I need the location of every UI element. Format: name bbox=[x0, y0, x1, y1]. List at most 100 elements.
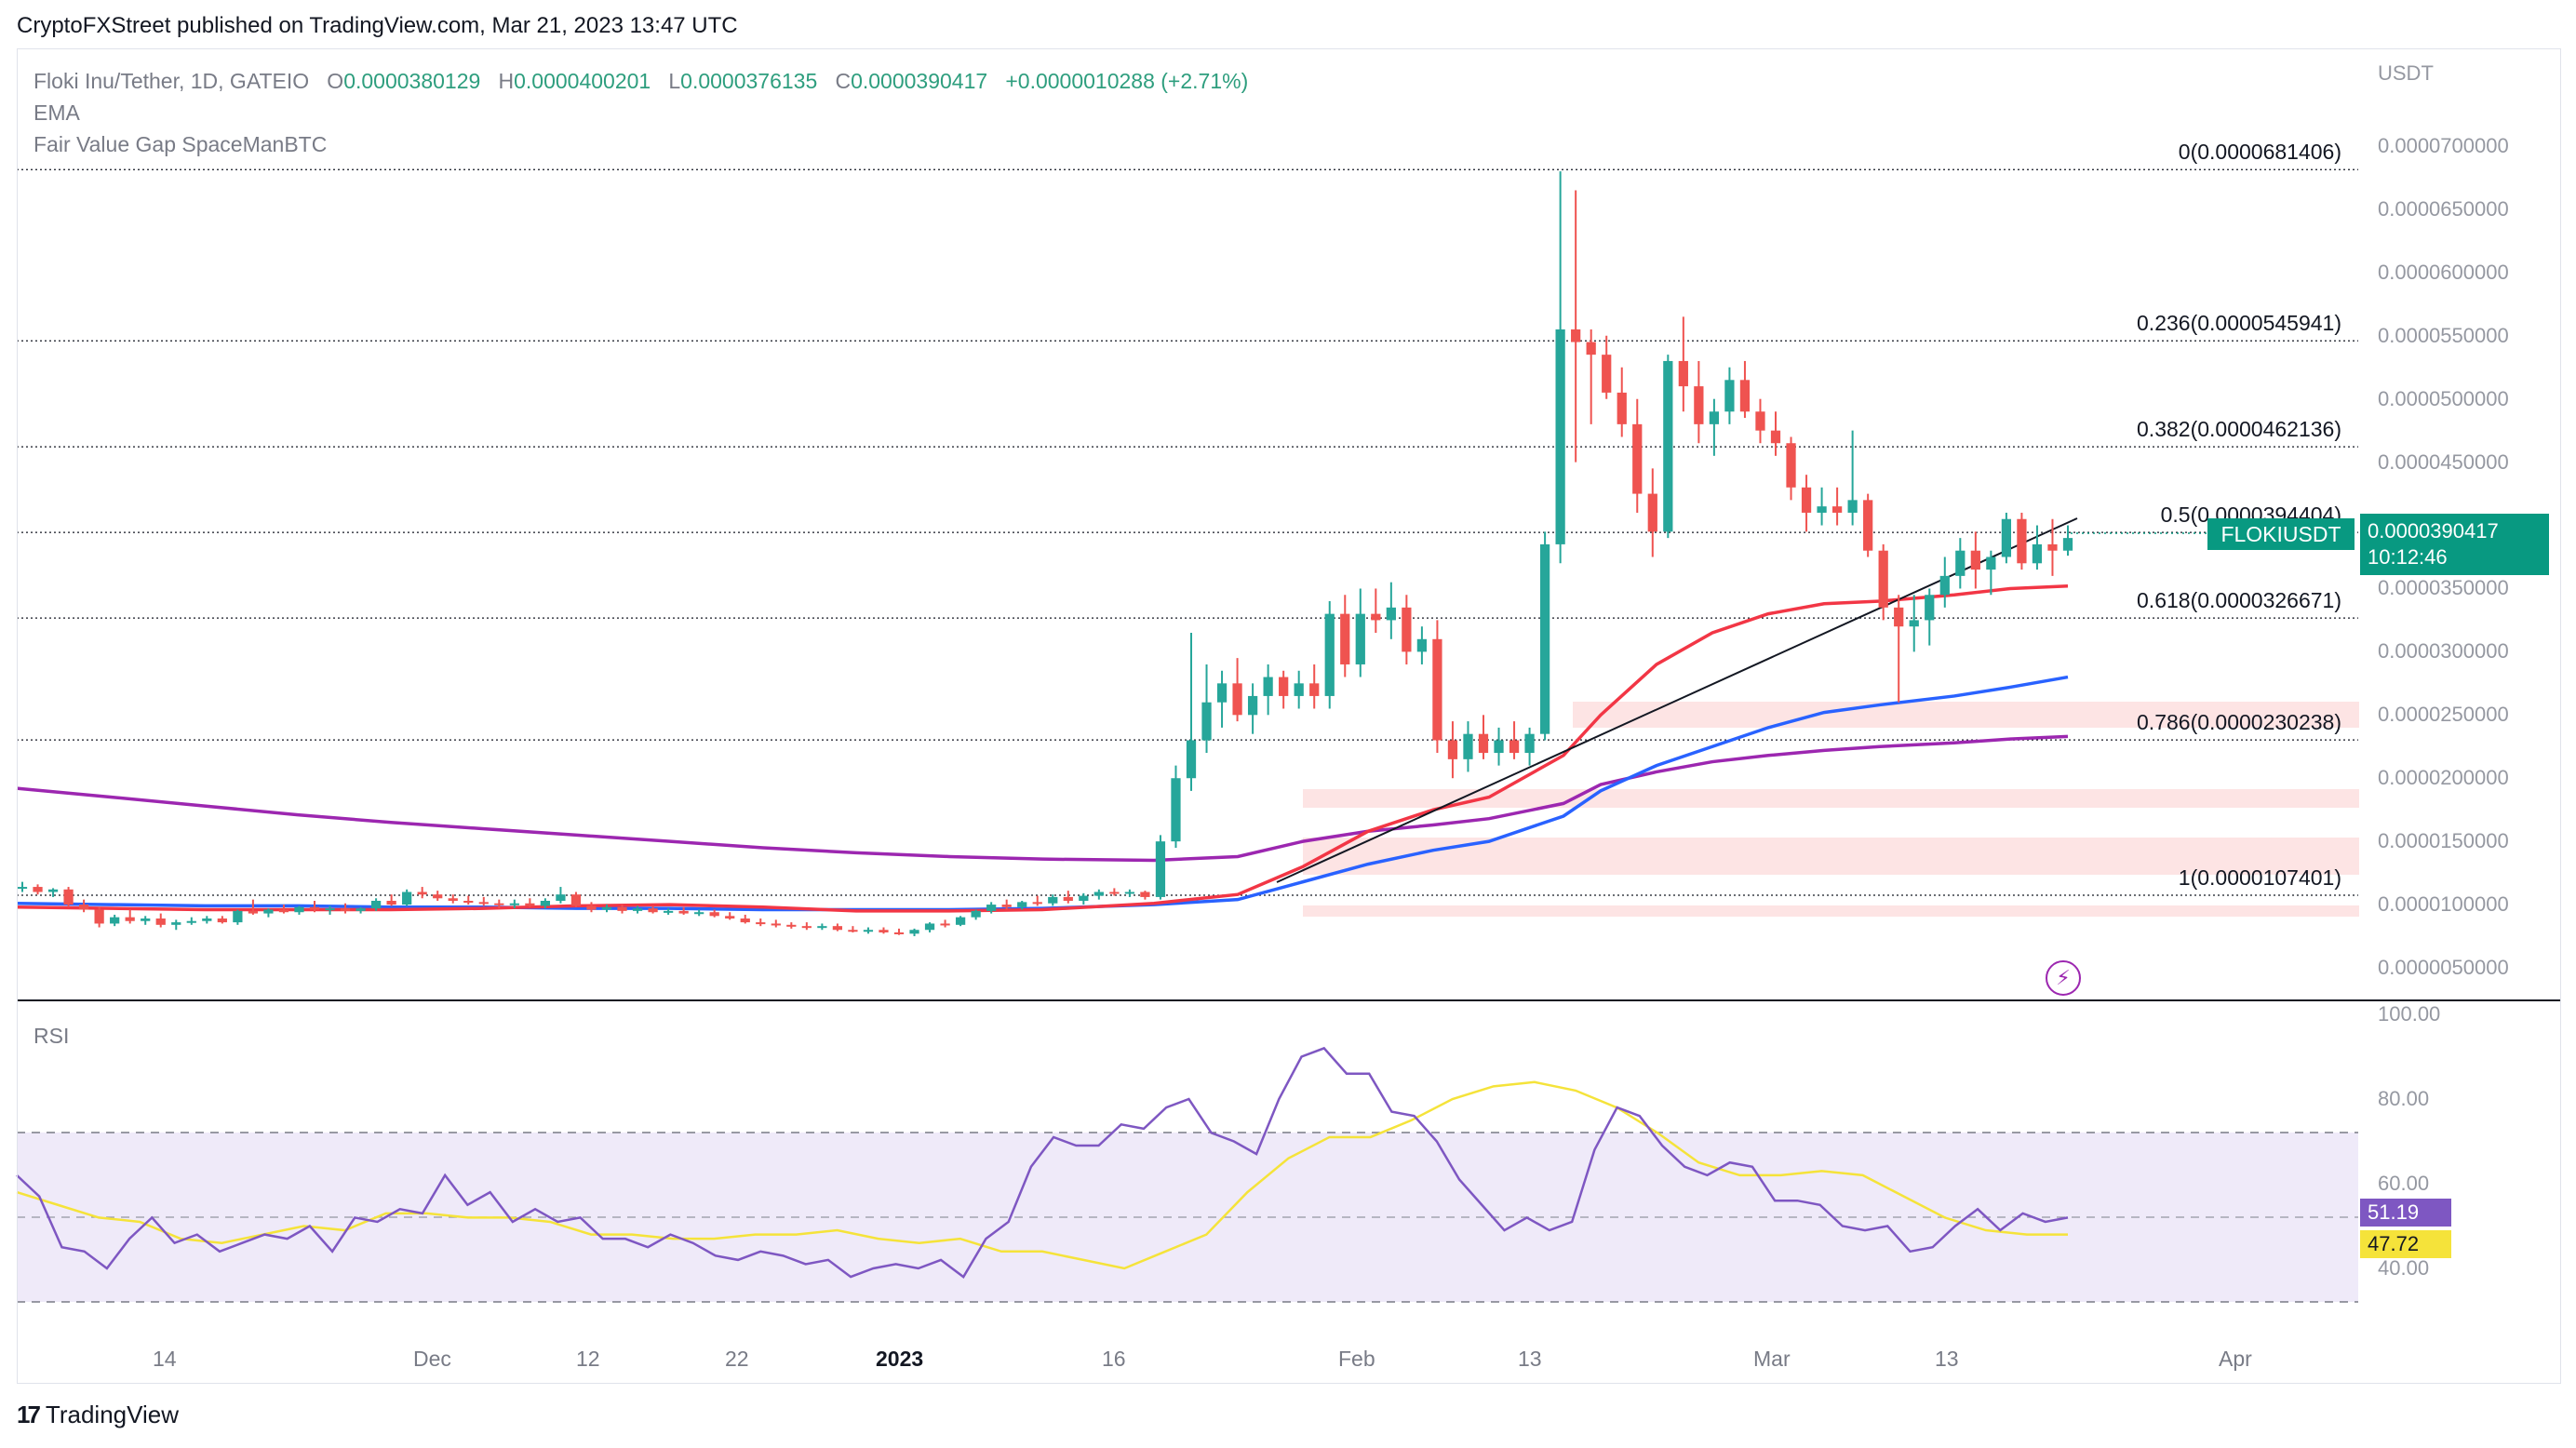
candle bbox=[1371, 588, 1381, 634]
candle-body bbox=[494, 903, 504, 905]
time-tick: 12 bbox=[576, 1347, 600, 1371]
candle-body bbox=[171, 922, 181, 925]
candle-body bbox=[678, 910, 689, 914]
candle-body bbox=[1340, 613, 1350, 664]
publisher-line: CryptoFXStreet published on TradingView.… bbox=[17, 13, 738, 38]
candle-body bbox=[1955, 550, 1966, 576]
candle bbox=[217, 916, 227, 924]
candle bbox=[2062, 525, 2073, 556]
candle bbox=[370, 898, 382, 911]
fib-level-label: 0.786(0.0000230238) bbox=[2137, 710, 2341, 735]
candle bbox=[756, 918, 766, 927]
candle-body bbox=[1647, 493, 1657, 532]
candle-body bbox=[2032, 543, 2043, 564]
candle-body bbox=[110, 917, 120, 924]
candle-body bbox=[1694, 386, 1704, 424]
candle bbox=[1647, 468, 1657, 557]
candle bbox=[1955, 538, 1966, 589]
rsi-pane-label[interactable]: RSI bbox=[34, 1024, 70, 1048]
close-key: C bbox=[835, 69, 852, 93]
candle bbox=[1878, 543, 1888, 621]
candle bbox=[1355, 588, 1365, 677]
candle bbox=[1001, 899, 1012, 910]
high-value: 0.0000400201 bbox=[514, 69, 651, 93]
symbol-title[interactable]: Floki Inu/Tether, 1D, GATEIO bbox=[34, 69, 310, 93]
candle bbox=[1279, 670, 1289, 709]
candle bbox=[1555, 171, 1565, 564]
candle bbox=[1294, 670, 1304, 709]
candle-body bbox=[2062, 538, 2073, 551]
candle bbox=[709, 909, 719, 918]
candle bbox=[570, 892, 582, 907]
candle bbox=[817, 923, 827, 931]
time-tick: Dec bbox=[413, 1347, 451, 1371]
candle bbox=[740, 914, 750, 924]
candle bbox=[2017, 512, 2027, 570]
rsi-line bbox=[16, 1046, 2069, 1279]
candlestick-series bbox=[17, 171, 2073, 937]
candle-body bbox=[848, 930, 858, 932]
price-tick: 0.0000550000 bbox=[2378, 323, 2509, 347]
candle-body bbox=[879, 930, 889, 932]
candle-body bbox=[1632, 423, 1643, 494]
candle-body bbox=[1247, 695, 1258, 716]
ema-red-line bbox=[16, 583, 2069, 913]
candle-body bbox=[1279, 677, 1289, 696]
price-tick: 0.0000650000 bbox=[2378, 196, 2509, 221]
candle bbox=[832, 923, 843, 932]
fib-level-label: 1(0.0000107401) bbox=[2178, 865, 2341, 891]
candle-body bbox=[1402, 607, 1412, 652]
time-tick: 2023 bbox=[876, 1347, 924, 1371]
candle bbox=[1309, 664, 1320, 709]
candle bbox=[1432, 620, 1442, 754]
price-tick: 0.0000450000 bbox=[2378, 449, 2509, 474]
candle bbox=[1232, 658, 1242, 722]
candle bbox=[1724, 367, 1735, 424]
candle bbox=[1663, 355, 1673, 539]
candle-body bbox=[1263, 677, 1273, 696]
candle-body bbox=[1201, 702, 1212, 741]
candle bbox=[1602, 335, 1612, 399]
candle bbox=[1494, 727, 1504, 766]
candle-body bbox=[586, 905, 597, 910]
candle bbox=[78, 899, 89, 913]
candle bbox=[417, 887, 427, 899]
candle bbox=[494, 899, 504, 909]
candle-body bbox=[294, 906, 304, 913]
candle-body bbox=[940, 923, 950, 926]
indicator-ema-label[interactable]: EMA bbox=[34, 101, 80, 125]
ohlc-legend: Floki Inu/Tether, 1D, GATEIO O0.00003801… bbox=[34, 69, 1248, 94]
candle-body bbox=[1294, 683, 1304, 696]
last-price-badge: 0.0000390417 10:12:46 bbox=[2360, 514, 2549, 575]
candle-body bbox=[1986, 556, 1996, 570]
price-tick: 0.0000600000 bbox=[2378, 260, 2509, 284]
rsi-ma-line bbox=[16, 1080, 2068, 1270]
candle bbox=[17, 881, 28, 892]
candle-body bbox=[1539, 543, 1550, 734]
candle bbox=[771, 919, 781, 928]
rsi-tick: 100.00 bbox=[2378, 1002, 2441, 1026]
lightning-icon[interactable]: ⚡ bbox=[2046, 960, 2081, 996]
candle-body bbox=[125, 917, 135, 921]
indicator-fvg-label[interactable]: Fair Value Gap SpaceManBTC bbox=[34, 132, 328, 156]
time-tick: 13 bbox=[1518, 1347, 1542, 1371]
candle-body bbox=[1140, 892, 1150, 897]
candle-body bbox=[2017, 518, 2027, 564]
candle bbox=[94, 906, 104, 928]
candle bbox=[1801, 475, 1812, 532]
high-key: H bbox=[498, 69, 515, 93]
fib-level-label: 0.236(0.0000545941) bbox=[2137, 311, 2341, 336]
symbol-badge: FLOKIUSDT bbox=[2207, 518, 2355, 550]
candle bbox=[1847, 430, 1858, 526]
candle-body bbox=[1878, 550, 1888, 608]
candle bbox=[478, 896, 489, 906]
candle bbox=[202, 916, 212, 924]
price-tick: 0.0000250000 bbox=[2378, 703, 2509, 727]
candle-body bbox=[740, 918, 750, 923]
candle bbox=[1831, 487, 1843, 526]
candle bbox=[955, 916, 966, 927]
candle bbox=[1048, 894, 1058, 906]
candle-body bbox=[1939, 575, 1950, 596]
candle-body bbox=[63, 889, 74, 905]
